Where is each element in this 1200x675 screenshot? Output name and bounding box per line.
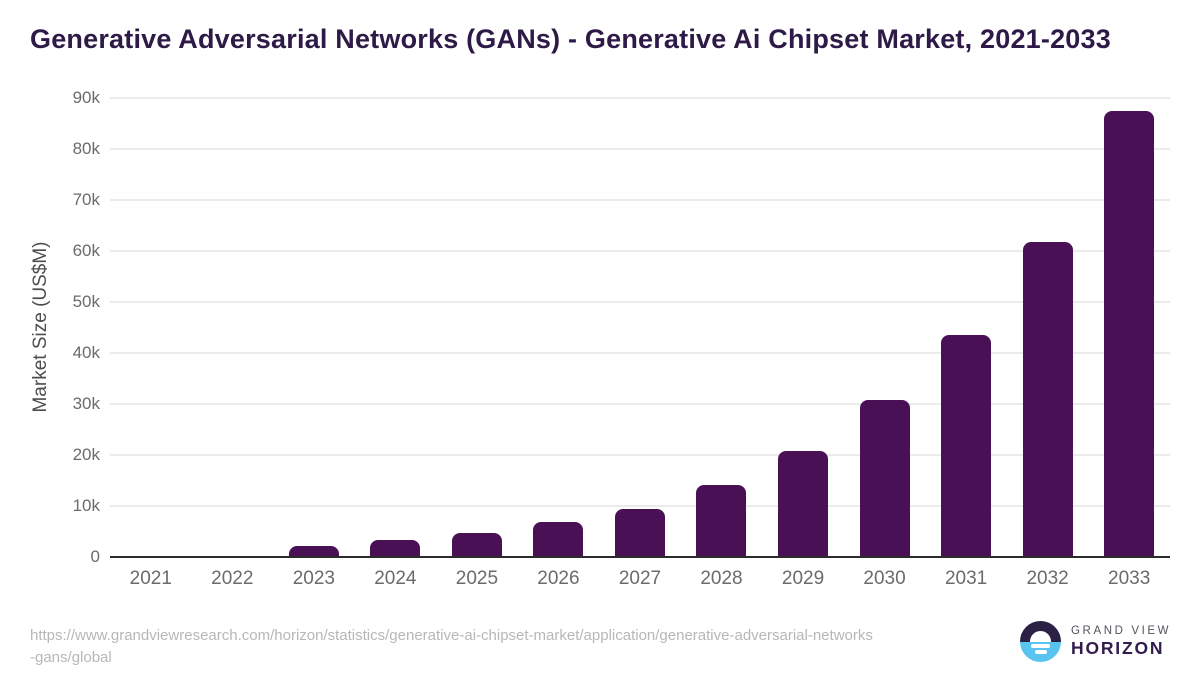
- bar-slot: [1007, 98, 1089, 557]
- bar-2023: [288, 545, 339, 557]
- bar-2026: [533, 522, 584, 557]
- bar-slot: [681, 98, 763, 557]
- y-axis-tick-labels: 0 10k 20k 30k 40k 50k 60k 70k 80k 90k: [0, 89, 100, 565]
- bar-slot: [110, 98, 192, 557]
- gridline: [110, 97, 1170, 99]
- x-tick-label: 2025: [455, 568, 499, 589]
- bar-slot: [518, 98, 600, 557]
- brand-grand-view: GRAND VIEW: [1071, 624, 1172, 637]
- y-tick-label: 50k: [72, 292, 100, 311]
- bar-slot: [436, 98, 518, 557]
- bar-slot: [599, 98, 681, 557]
- gridline: [110, 352, 1170, 354]
- bar-2028: [696, 485, 747, 557]
- x-tick-label: 2026: [537, 568, 580, 589]
- x-tick-label: 2029: [781, 568, 825, 589]
- y-tick-label: 0: [90, 547, 100, 566]
- x-tick-label: 2031: [944, 568, 988, 589]
- bar-series: [110, 98, 1170, 557]
- x-axis-tick-labels: 2021 2022 2023 2024 2025 2026 2027 2028 2029 2030…: [110, 566, 1170, 592]
- gridline: [110, 199, 1170, 201]
- x-tick-label: 2024: [374, 568, 417, 589]
- x-tick-label: 2032: [1026, 568, 1069, 589]
- gridline: [110, 505, 1170, 507]
- y-tick-label: 20k: [72, 445, 100, 464]
- source-url-line1: https://www.grandviewresearch.com/horizo…: [30, 627, 873, 644]
- gridline: [110, 148, 1170, 150]
- bar-slot: [925, 98, 1007, 557]
- bar-slot: [1088, 98, 1170, 557]
- x-tick-label: 2033: [1108, 568, 1151, 589]
- bar-2032: [1022, 241, 1073, 557]
- x-axis-line: [110, 556, 1170, 558]
- bar-2029: [778, 450, 829, 557]
- plot-area: [110, 97, 1170, 558]
- x-tick-label: 2027: [618, 568, 662, 589]
- y-tick-label: 10k: [72, 496, 100, 515]
- y-tick-label: 80k: [72, 139, 100, 158]
- source-url: https://www.grandviewresearch.com/horizo…: [30, 625, 873, 669]
- gridline: [110, 250, 1170, 252]
- bar-2031: [941, 334, 992, 557]
- gridline: [110, 403, 1170, 405]
- bar-2030: [859, 399, 910, 557]
- y-tick-label: 40k: [72, 343, 100, 362]
- y-tick-label: 30k: [72, 394, 100, 413]
- y-tick-label: 60k: [72, 241, 100, 260]
- bar-2024: [370, 540, 421, 557]
- gridline: [110, 301, 1170, 303]
- bar-2033: [1104, 110, 1155, 557]
- x-tick-label: 2030: [863, 568, 906, 589]
- chart-title: Generative Adversarial Networks (GANs) -…: [30, 24, 1111, 54]
- x-tick-label: 2023: [292, 568, 335, 589]
- y-tick-label: 90k: [72, 88, 100, 107]
- brand-name: GRAND VIEW HORIZON: [1071, 625, 1171, 659]
- bar-slot: [844, 98, 926, 557]
- brand-horizon: HORIZON: [1071, 637, 1165, 658]
- bar-2027: [614, 508, 665, 557]
- x-tick-label: 2022: [211, 568, 254, 589]
- source-url-line2: -gans/global: [30, 649, 112, 666]
- x-tick-label: 2028: [700, 568, 743, 589]
- x-tick-label: 2021: [129, 568, 172, 589]
- y-tick-label: 70k: [72, 190, 100, 209]
- bar-slot: [762, 98, 844, 557]
- bar-slot: [355, 98, 437, 557]
- bar-2025: [451, 533, 502, 557]
- horizon-sunrise-icon: [1020, 621, 1061, 662]
- gridline: [110, 454, 1170, 456]
- bar-slot: [273, 98, 355, 557]
- bar-slot: [192, 98, 274, 557]
- grand-view-horizon-logo: GRAND VIEW HORIZON: [1020, 621, 1171, 662]
